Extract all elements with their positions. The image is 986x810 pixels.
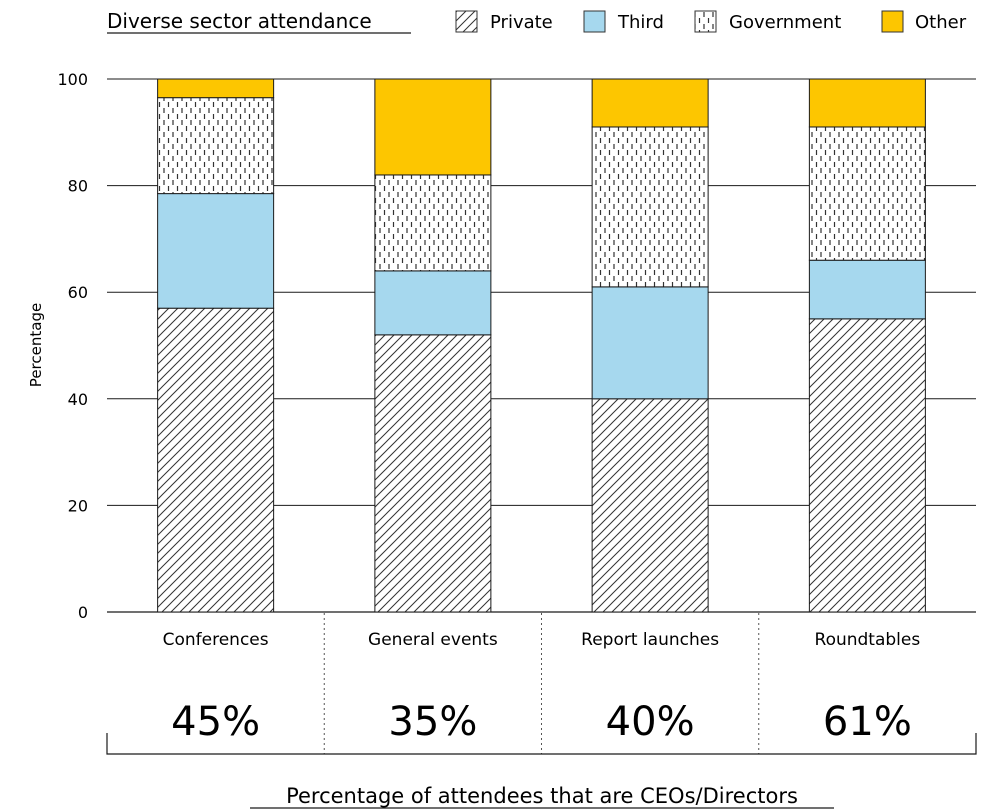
ceo-pct-report-launches: 40% — [606, 699, 695, 745]
bar-roundtables-private — [808, 318, 926, 613]
ceo-pct-roundtables: 61% — [823, 699, 912, 745]
bar-conferences-government — [157, 97, 275, 195]
legend-swatch-third — [583, 10, 606, 33]
legend-label-government: Government — [729, 12, 841, 33]
bar-roundtables-third — [808, 259, 926, 320]
legend-label-private: Private — [490, 12, 553, 33]
y-tick-label-100: 100 — [57, 70, 88, 89]
bar-conferences-other — [157, 78, 275, 99]
bar-general-events-government — [374, 174, 492, 272]
legend-label-third: Third — [617, 12, 664, 33]
bar-conferences-private — [157, 307, 275, 613]
y-tick-label-40: 40 — [68, 390, 88, 409]
axis: Conferences General events Report launches… — [163, 613, 921, 754]
legend-swatch-other — [881, 10, 904, 33]
bar-conferences-third — [157, 193, 275, 309]
footer-bracket — [106, 733, 977, 755]
bar-roundtables-government — [808, 126, 926, 261]
legend-label-other: Other — [915, 12, 967, 33]
bar-general-events-private — [374, 334, 492, 613]
bar-report-launches-other — [591, 78, 709, 128]
bar-roundtables-other — [808, 78, 926, 128]
y-tick-label-60: 60 — [68, 283, 88, 302]
legend-item-third: Third — [583, 10, 664, 33]
legend-item-private: Private — [455, 10, 553, 33]
y-axis-label: Percentage — [27, 303, 45, 387]
bar-report-launches-government — [591, 126, 709, 288]
x-category-label-report-launches: Report launches — [581, 630, 719, 650]
legend-swatch-government — [694, 10, 717, 33]
bars — [157, 78, 926, 613]
bar-report-launches-private — [591, 398, 709, 613]
x-category-label-conferences: Conferences — [163, 630, 269, 650]
x-category-label-roundtables: Roundtables — [815, 630, 921, 650]
ceo-pct-general-events: 35% — [388, 699, 477, 745]
bar-general-events-third — [374, 270, 492, 336]
bar-report-launches-third — [591, 286, 709, 400]
chart-title: Diverse sector attendance — [107, 9, 372, 33]
ceo-director-panel: 45% 35% 40% 61% — [106, 699, 977, 755]
y-tick-label-80: 80 — [68, 177, 88, 196]
footer-label: Percentage of attendees that are CEOs/Di… — [286, 784, 798, 808]
y-tick-label-20: 20 — [68, 496, 88, 515]
legend: Private Third Government Other — [455, 10, 967, 33]
x-category-label-general-events: General events — [368, 630, 498, 650]
y-tick-label-0: 0 — [78, 603, 88, 622]
bar-general-events-other — [374, 78, 492, 176]
legend-item-government: Government — [694, 10, 841, 33]
legend-item-other: Other — [881, 10, 967, 33]
ceo-pct-conferences: 45% — [171, 699, 260, 745]
legend-swatch-private — [455, 10, 478, 33]
